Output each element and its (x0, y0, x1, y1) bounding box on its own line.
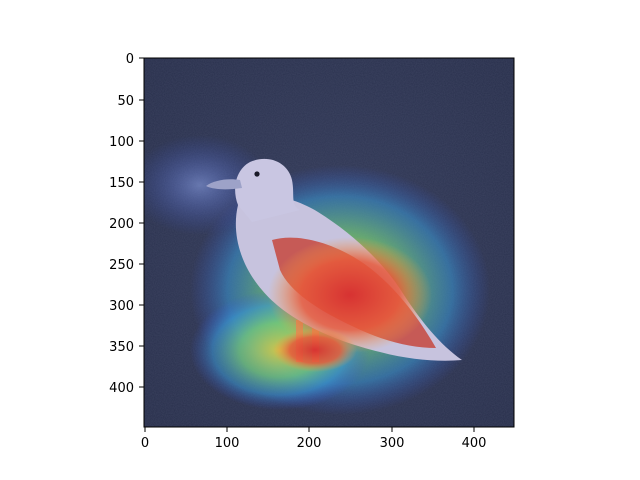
x-tick-label: 400 (462, 436, 487, 451)
y-tick-label: 350 (109, 340, 134, 355)
y-tick-label: 50 (117, 94, 134, 109)
heat-core (268, 237, 432, 353)
y-tick-label: 0 (126, 52, 134, 67)
axes-frame (143, 57, 515, 428)
y-tick-label: 250 (109, 258, 134, 273)
y-tick-label: 100 (109, 135, 134, 150)
y-tick-label: 400 (109, 381, 134, 396)
x-tick-label: 0 (141, 436, 149, 451)
y-tick-label: 200 (109, 217, 134, 232)
heat-core-legs (273, 328, 357, 372)
heatmap-image (144, 58, 514, 427)
y-axis: 0 50 100 150 200 250 300 350 400 (109, 52, 144, 396)
y-tick-label: 300 (109, 299, 134, 314)
x-tick-label: 300 (380, 436, 405, 451)
x-tick-label: 100 (215, 436, 240, 451)
y-tick-label: 150 (109, 176, 134, 191)
x-tick-label: 200 (297, 436, 322, 451)
x-axis: 0 100 200 300 400 (141, 427, 487, 451)
